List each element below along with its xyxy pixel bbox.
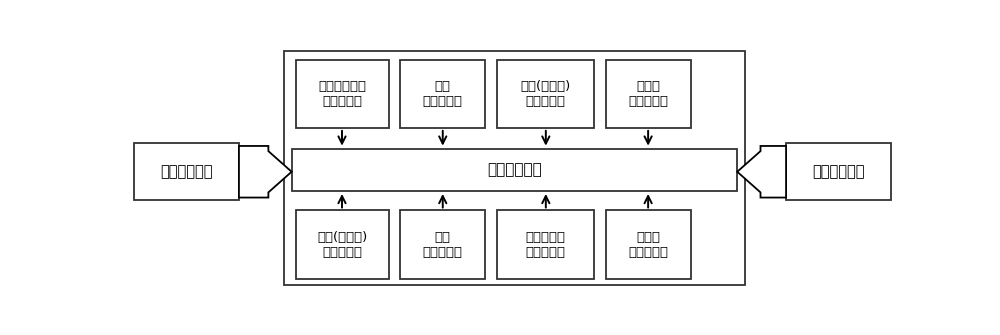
Text: 对侧变电站
分析及拓扑: 对侧变电站 分析及拓扑 — [525, 230, 565, 259]
Text: 刀闸(线路侧)
分析及拓扑: 刀闸(线路侧) 分析及拓扑 — [317, 230, 367, 259]
FancyBboxPatch shape — [296, 210, 388, 279]
Text: 接地刀闸状态: 接地刀闸状态 — [812, 164, 865, 179]
FancyBboxPatch shape — [284, 51, 745, 285]
FancyBboxPatch shape — [134, 143, 239, 200]
FancyBboxPatch shape — [400, 210, 485, 279]
FancyBboxPatch shape — [606, 60, 691, 128]
FancyBboxPatch shape — [400, 60, 485, 128]
Text: 故障开关两端
分析及拓扑: 故障开关两端 分析及拓扑 — [318, 80, 366, 108]
Text: 断路器
分析及拓扑: 断路器 分析及拓扑 — [628, 80, 668, 108]
Text: 线路
分析及拓扑: 线路 分析及拓扑 — [423, 230, 463, 259]
Text: 母线
分析及拓扑: 母线 分析及拓扑 — [423, 80, 463, 108]
Polygon shape — [239, 146, 292, 198]
Text: 变压器
分析及拓扑: 变压器 分析及拓扑 — [628, 230, 668, 259]
FancyBboxPatch shape — [606, 210, 691, 279]
FancyBboxPatch shape — [296, 60, 388, 128]
FancyBboxPatch shape — [786, 143, 891, 200]
Text: 电网结构拓扑: 电网结构拓扑 — [487, 162, 542, 177]
Polygon shape — [737, 146, 786, 198]
FancyBboxPatch shape — [497, 210, 594, 279]
FancyBboxPatch shape — [292, 148, 737, 191]
Text: 刀闸(母线侧)
分析及拓扑: 刀闸(母线侧) 分析及拓扑 — [520, 80, 571, 108]
FancyBboxPatch shape — [497, 60, 594, 128]
Text: 设备连接数据: 设备连接数据 — [160, 164, 213, 179]
